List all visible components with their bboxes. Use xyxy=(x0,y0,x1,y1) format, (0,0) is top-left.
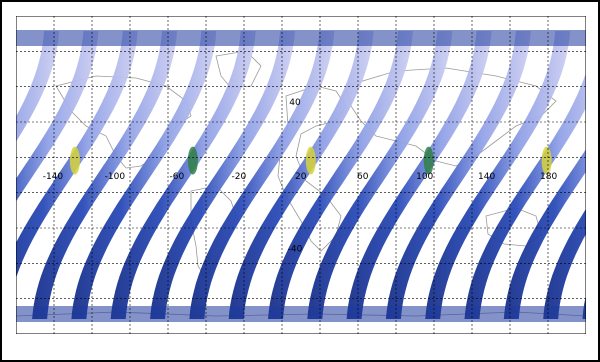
swath-band xyxy=(150,31,296,319)
swath-band xyxy=(32,31,178,319)
longitude-tick-label: -60 xyxy=(170,172,185,182)
world-map: -140 -100 -60 -20 20 60 100 140 180 40 -40 xyxy=(16,16,586,334)
swath-band xyxy=(425,31,571,319)
swath-band xyxy=(71,31,217,319)
swath-band xyxy=(268,31,413,319)
swath-band xyxy=(543,208,586,319)
longitude-tick-label: -100 xyxy=(105,172,126,182)
tick-labels: -140 -100 -60 -20 20 60 100 140 180 40 -40 xyxy=(43,98,558,254)
swath-band xyxy=(228,31,374,319)
swath-highlight xyxy=(305,146,316,175)
longitude-tick-label: 140 xyxy=(478,172,495,182)
lat-lon-grid xyxy=(16,16,586,334)
swath-band xyxy=(16,31,60,142)
swath-band xyxy=(464,72,586,319)
longitude-tick-label: 100 xyxy=(416,172,433,182)
longitude-tick-label: 60 xyxy=(357,172,369,182)
swath-band xyxy=(385,31,531,319)
swath-band xyxy=(16,31,99,202)
swath-highlight xyxy=(423,146,434,175)
latitude-tick-label: -40 xyxy=(288,244,303,254)
swath-highlight xyxy=(69,146,80,175)
polar-swath-top xyxy=(16,30,586,46)
swath-band xyxy=(503,149,586,319)
swath-highlight xyxy=(187,146,198,175)
swath-band xyxy=(189,31,335,319)
swath-band xyxy=(346,31,492,319)
polar-swath-bottom xyxy=(16,306,586,322)
longitude-tick-label: -20 xyxy=(231,172,246,182)
longitude-tick-label: -140 xyxy=(43,172,64,182)
longitude-tick-label: 180 xyxy=(540,172,557,182)
swath-highlight xyxy=(541,146,552,175)
swath-band xyxy=(110,31,256,319)
latitude-tick-label: 40 xyxy=(289,98,301,108)
longitude-tick-label: 20 xyxy=(295,172,307,182)
satellite-swaths xyxy=(16,30,586,322)
swath-band xyxy=(307,31,453,319)
